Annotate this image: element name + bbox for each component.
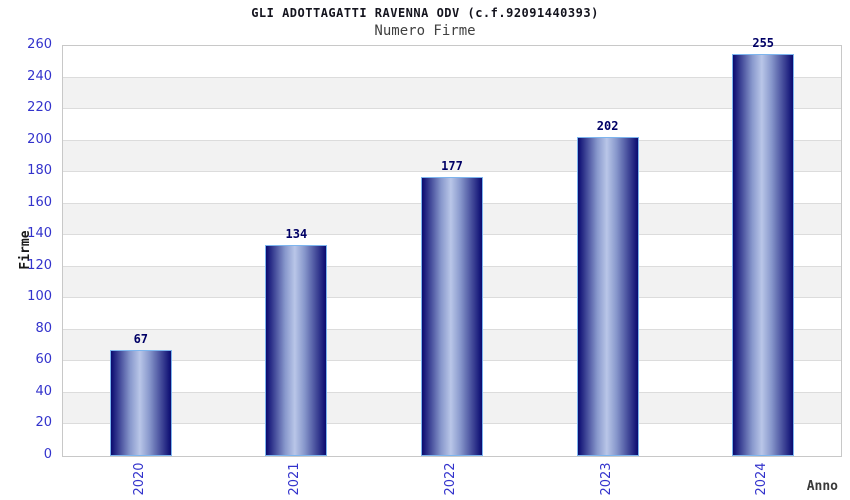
chart-subtitle: Numero Firme [374,23,476,39]
bar-value-label: 202 [596,119,619,134]
bar [109,350,172,456]
bar-value-label: 177 [441,158,463,173]
y-tick-label: 80 [35,320,52,336]
y-tick-label: 60 [35,352,52,368]
y-tick-label: 260 [27,37,52,52]
bar [732,53,795,456]
background-band [63,140,841,173]
bar [265,244,328,456]
y-tick-label: 0 [43,447,52,462]
gridline [63,76,841,78]
background-band [63,77,841,110]
y-tick-label: 100 [27,289,52,305]
y-axis-label: Firme [18,230,33,270]
y-tick-label: 240 [27,68,52,84]
x-axis-label: Anno [806,479,838,494]
gridline [63,171,841,173]
y-tick-label: 120 [27,257,52,273]
bar [576,137,639,456]
bar-value-label: 134 [285,226,308,241]
gridline [63,139,841,141]
gridline [63,108,841,110]
y-tick-label: 140 [27,226,52,242]
y-tick-label: 180 [27,163,52,179]
background-band [63,46,841,78]
y-tick-label: 220 [27,100,52,116]
background-band [63,109,841,141]
y-tick-label: 200 [27,131,52,147]
plot-area: 67 134 177 202 255 [62,36,842,457]
bar-value-label: 67 [133,332,149,347]
y-tick-label: 160 [27,194,52,210]
bar [421,176,483,456]
y-tick-label: 20 [35,415,52,431]
y-tick-label: 40 [35,383,52,399]
bar-value-label: 255 [752,35,775,50]
chart-title: GLI ADOTTAGATTI RAVENNA ODV (c.f.9209144… [251,6,599,20]
